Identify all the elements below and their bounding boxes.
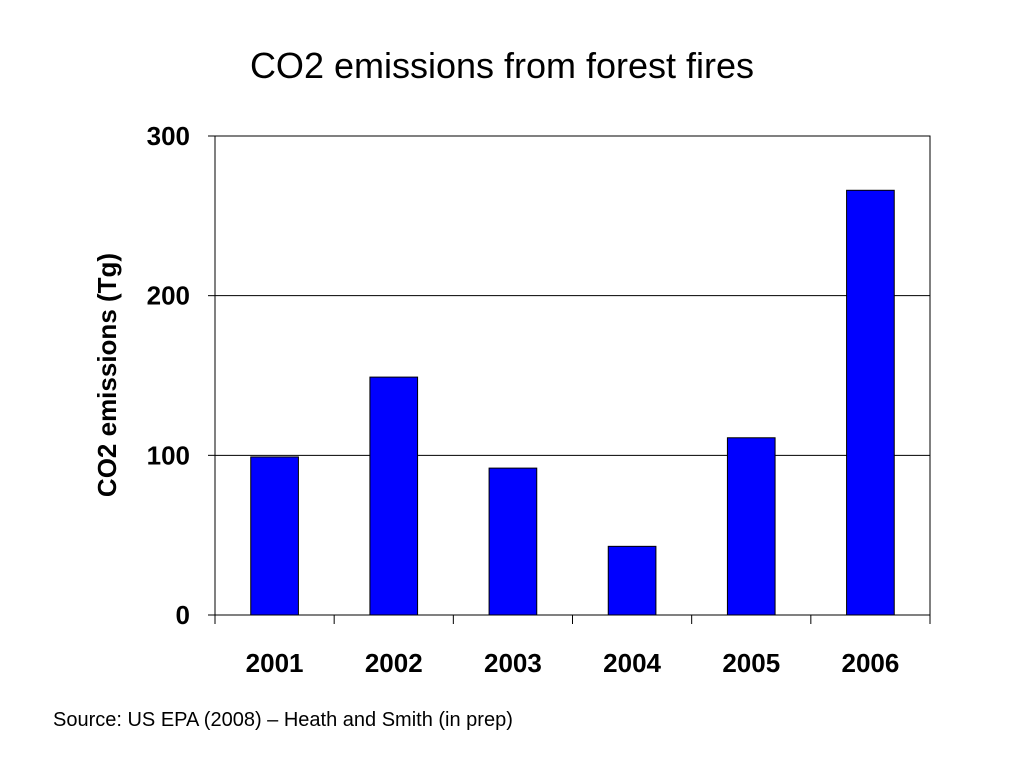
- x-tick-label: 2003: [484, 648, 542, 678]
- y-tick-labels: 0 100 200 300: [147, 121, 190, 630]
- bar-2003: [488, 467, 538, 616]
- x-tick-label: 2004: [603, 648, 661, 678]
- chart-title: CO2 emissions from forest fires: [250, 45, 754, 86]
- axes: [208, 135, 931, 624]
- gridlines: [215, 135, 930, 456]
- y-tick-label: 0: [176, 600, 190, 630]
- bar-2005: [726, 437, 776, 616]
- y-tick-label: 300: [147, 121, 190, 151]
- x-tick-label: 2001: [246, 648, 304, 678]
- bar-2006: [846, 189, 895, 616]
- bar-2004: [607, 545, 657, 616]
- source-note: Source: US EPA (2008) – Heath and Smith …: [53, 709, 513, 731]
- y-axis-label: CO2 emissions (Tg): [92, 253, 122, 497]
- y-tick-label: 200: [147, 281, 190, 311]
- x-tick-label: 2005: [722, 648, 780, 678]
- bar-2002: [369, 376, 419, 616]
- y-tick-label: 100: [147, 440, 190, 470]
- bars: [250, 189, 895, 616]
- plot-frame: [214, 135, 931, 616]
- x-tick-labels: 2001 2002 2003 2004 2005 2006: [246, 648, 900, 678]
- x-tick-label: 2002: [365, 648, 423, 678]
- x-tick-label: 2006: [841, 648, 899, 678]
- bar-2001: [250, 456, 299, 616]
